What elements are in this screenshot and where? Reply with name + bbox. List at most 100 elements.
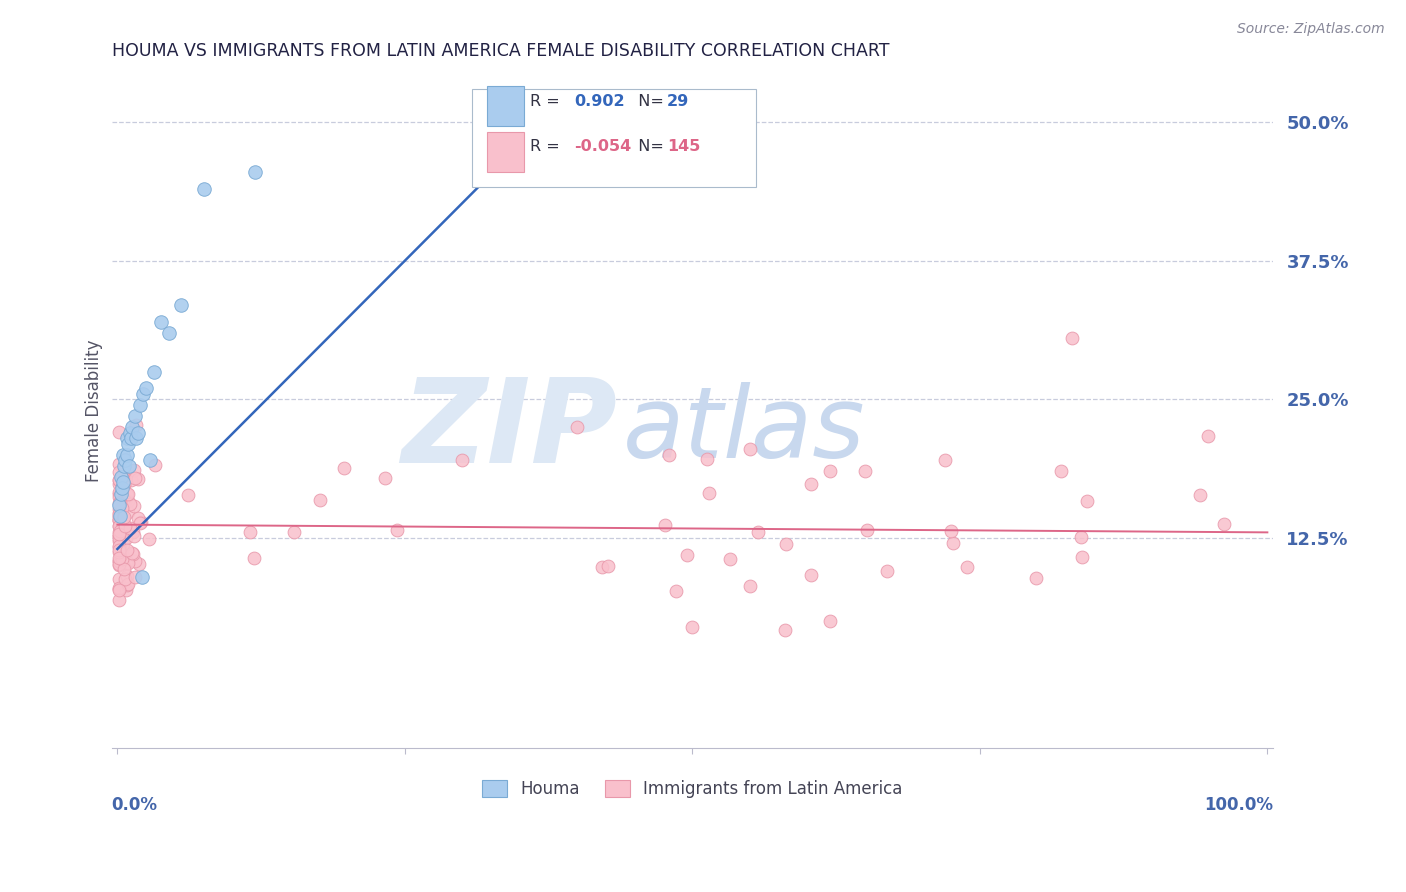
- Point: [107, 582, 129, 596]
- Point: [385, 523, 408, 537]
- Point: [117, 568, 139, 582]
- Point: [876, 564, 898, 578]
- Text: 100.0%: 100.0%: [1204, 796, 1272, 814]
- Point: [111, 500, 134, 515]
- Text: N=: N=: [628, 94, 669, 109]
- Point: [107, 545, 129, 559]
- Point: [107, 540, 129, 554]
- Point: [591, 560, 613, 574]
- Point: [112, 448, 135, 462]
- Point: [111, 483, 134, 497]
- Point: [1188, 488, 1211, 502]
- Point: [107, 581, 129, 595]
- Point: [138, 532, 160, 546]
- Point: [114, 583, 136, 598]
- Point: [114, 453, 136, 467]
- Point: [107, 484, 129, 499]
- Point: [107, 554, 129, 568]
- Point: [120, 521, 142, 535]
- Point: [108, 519, 131, 533]
- Point: [108, 425, 131, 439]
- Point: [110, 486, 132, 500]
- Point: [121, 524, 143, 539]
- Point: [157, 326, 180, 340]
- Point: [596, 558, 619, 573]
- Text: ZIP: ZIP: [401, 373, 617, 488]
- Point: [117, 486, 139, 500]
- Point: [112, 514, 135, 528]
- Point: [112, 477, 135, 491]
- Point: [127, 511, 149, 525]
- Point: [740, 579, 762, 593]
- Point: [124, 409, 146, 423]
- Point: [131, 570, 153, 584]
- Point: [124, 554, 146, 568]
- Text: 0.902: 0.902: [574, 94, 624, 109]
- Point: [820, 614, 842, 628]
- Point: [107, 477, 129, 491]
- Text: Source: ZipAtlas.com: Source: ZipAtlas.com: [1237, 22, 1385, 37]
- Point: [107, 539, 129, 553]
- Text: atlas: atlas: [623, 383, 865, 479]
- Point: [856, 523, 879, 537]
- Point: [107, 551, 129, 566]
- Point: [934, 453, 956, 467]
- Point: [111, 481, 134, 495]
- Point: [131, 387, 153, 401]
- Point: [1070, 550, 1092, 565]
- Point: [118, 458, 141, 473]
- Point: [118, 425, 141, 440]
- Text: 29: 29: [666, 94, 689, 109]
- Point: [121, 546, 143, 560]
- Point: [738, 442, 761, 457]
- Point: [111, 516, 134, 531]
- Point: [129, 398, 152, 412]
- Point: [169, 298, 191, 312]
- Point: [124, 463, 146, 477]
- Point: [115, 431, 138, 445]
- Point: [112, 458, 135, 473]
- Point: [107, 583, 129, 598]
- FancyBboxPatch shape: [486, 132, 524, 172]
- FancyBboxPatch shape: [471, 89, 756, 187]
- Point: [108, 572, 131, 586]
- Point: [853, 464, 876, 478]
- Point: [108, 529, 131, 543]
- Point: [111, 551, 134, 566]
- Point: [107, 509, 129, 524]
- Point: [107, 457, 129, 471]
- Point: [193, 182, 215, 196]
- Point: [143, 365, 166, 379]
- Point: [1060, 331, 1083, 345]
- Point: [117, 504, 139, 518]
- Point: [108, 513, 131, 527]
- Point: [800, 568, 823, 582]
- Point: [820, 464, 842, 478]
- Point: [107, 513, 129, 527]
- Point: [654, 517, 676, 532]
- Point: [665, 583, 688, 598]
- Point: [1197, 428, 1219, 442]
- FancyBboxPatch shape: [486, 87, 524, 127]
- Point: [117, 494, 139, 508]
- Point: [956, 559, 979, 574]
- Point: [107, 498, 129, 512]
- Point: [107, 509, 129, 524]
- Point: [108, 519, 131, 533]
- Point: [117, 543, 139, 558]
- Point: [108, 527, 131, 541]
- Text: 145: 145: [666, 139, 700, 154]
- Point: [567, 420, 589, 434]
- Point: [107, 558, 129, 572]
- Point: [127, 472, 149, 486]
- Point: [117, 577, 139, 591]
- Point: [122, 529, 145, 543]
- Point: [107, 473, 129, 487]
- Point: [108, 465, 131, 479]
- Point: [107, 496, 129, 510]
- Point: [110, 512, 132, 526]
- Point: [128, 557, 150, 571]
- Point: [127, 425, 149, 440]
- Text: N=: N=: [628, 139, 669, 154]
- Point: [108, 501, 131, 516]
